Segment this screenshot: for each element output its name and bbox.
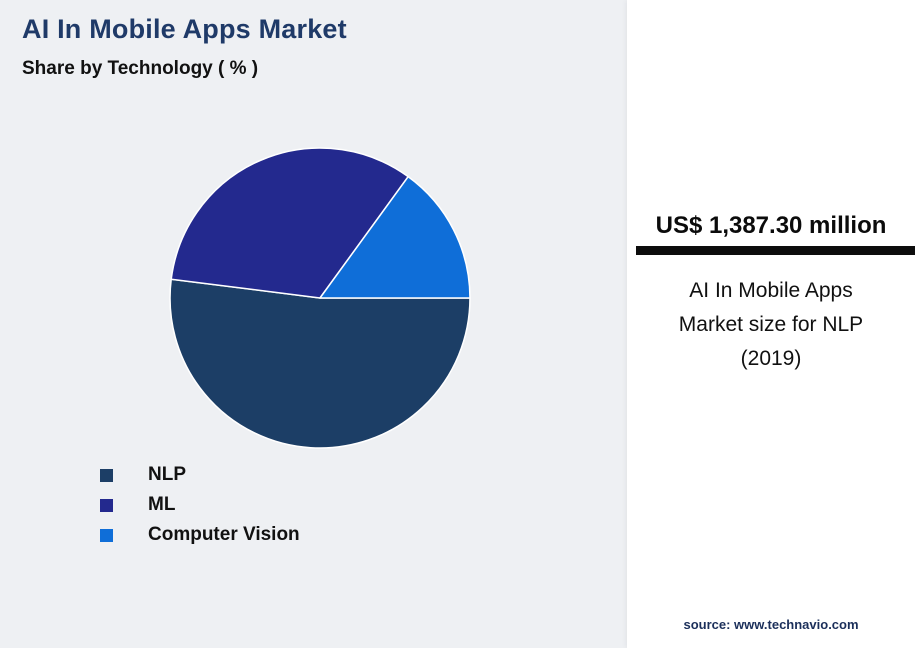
- legend-swatch-icon: [100, 468, 113, 482]
- legend-label: ML: [148, 494, 176, 515]
- pie-slice-ml: [170, 147, 409, 299]
- legend-item: ML: [100, 490, 300, 520]
- legend: NLP ML Computer Vision: [100, 460, 300, 550]
- legend-item: Computer Vision: [100, 520, 300, 550]
- headline-value: US$ 1,387.30 million: [655, 212, 887, 239]
- legend-swatch-icon: [100, 528, 113, 542]
- pie-slice-computer-vision: [319, 175, 471, 299]
- page-subtitle: Share by Technology ( % ): [22, 58, 259, 79]
- legend-item: NLP: [100, 460, 300, 490]
- pie-chart-svg: [169, 147, 471, 449]
- source-text: source: www.technavio.com: [683, 617, 859, 632]
- panel-caption: AI In Mobile Apps Market size for NLP (2…: [678, 279, 864, 370]
- info-panel: US$ 1,387.30 million AI In Mobile Apps M…: [627, 0, 915, 648]
- pie-slice-nlp: [169, 278, 471, 449]
- divider-bar: [636, 246, 915, 255]
- legend-label: NLP: [148, 464, 186, 485]
- chart-area: AI In Mobile Apps Market Share by Techno…: [22, 14, 472, 550]
- legend-label: Computer Vision: [148, 524, 300, 545]
- pie-chart: [168, 146, 472, 450]
- page-title: AI In Mobile Apps Market: [22, 14, 347, 44]
- legend-swatch-icon: [100, 498, 113, 512]
